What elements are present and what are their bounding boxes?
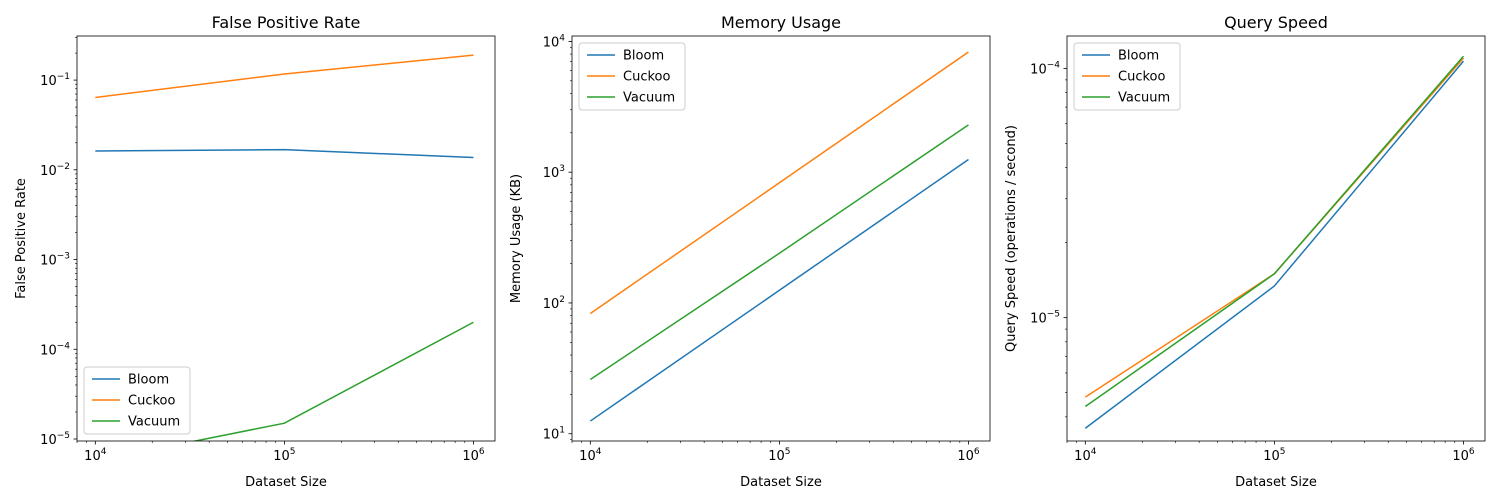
series-line-cuckoo — [95, 54, 474, 99]
series-line-vacuum — [191, 321, 474, 441]
plot-frame — [76, 35, 496, 442]
legend: Bloom Cuckoo Vacuum — [1073, 42, 1181, 111]
legend-label-cuckoo: Cuckoo — [623, 70, 670, 85]
chart-panel-2: 104 105 106 101 102 103 104 Memory Usage Dataset… — [509, 13, 991, 490]
legend-label-vacuum: Vacuum — [128, 415, 180, 430]
legend-box — [578, 42, 686, 111]
chart-panel-1: 104 105 106 10−5 10−4 10−3 10−2 10−1 False Posit… — [14, 13, 496, 490]
legend-box — [1073, 42, 1181, 111]
y-tick-label: 103 — [543, 164, 565, 181]
legend-box — [83, 366, 191, 435]
x-tick-label: 106 — [1452, 447, 1475, 464]
y-axis-label: Query Speed (operations / second) — [1004, 125, 1019, 352]
y-tick-label: 10−5 — [40, 431, 70, 448]
series-line-vacuum — [1084, 55, 1465, 408]
series-line-bloom — [1084, 60, 1465, 429]
y-tick-label: 101 — [543, 426, 565, 443]
y-tick-label: 102 — [543, 295, 565, 312]
chart-panel-3: 104 105 106 10−5 10−4 Query Speed Dataset Size… — [1004, 13, 1486, 490]
series-line-bloom — [589, 158, 969, 422]
legend-label-cuckoo: Cuckoo — [128, 394, 175, 409]
y-tick-label: 10−5 — [1030, 310, 1060, 327]
chart-title: False Positive Rate — [212, 13, 361, 32]
y-tick-label: 10−3 — [40, 252, 70, 269]
y-axis-label: False Positive Rate — [14, 178, 29, 299]
x-axis-label: Dataset Size — [1235, 475, 1317, 490]
x-tick-label: 104 — [1074, 447, 1097, 464]
y-tick-label: 10−4 — [1030, 60, 1060, 77]
x-tick-label: 105 — [273, 447, 295, 464]
x-tick-label: 104 — [84, 447, 107, 464]
x-tick-label: 106 — [957, 447, 980, 464]
x-tick-label: 106 — [462, 447, 485, 464]
chart-title: Memory Usage — [721, 13, 841, 32]
y-tick-label: 10−4 — [40, 341, 70, 358]
legend-label-bloom: Bloom — [128, 373, 169, 388]
x-axis-label: Dataset Size — [740, 475, 822, 490]
x-tick-label: 104 — [579, 447, 602, 464]
legend-label-bloom: Bloom — [1118, 49, 1159, 64]
y-tick-label: 104 — [543, 33, 566, 50]
chart-title: Query Speed — [1224, 13, 1328, 32]
plot-frame — [571, 35, 991, 442]
legend-label-bloom: Bloom — [623, 49, 664, 64]
legend: Bloom Cuckoo Vacuum — [578, 42, 686, 111]
x-axis-label: Dataset Size — [245, 475, 327, 490]
y-axis-label: Memory Usage (KB) — [509, 174, 524, 303]
plot-frame — [1066, 35, 1486, 442]
series-line-bloom — [95, 148, 474, 159]
y-tick-label: 10−1 — [40, 72, 70, 89]
legend-label-vacuum: Vacuum — [623, 91, 675, 106]
series-line-cuckoo — [589, 51, 969, 315]
x-tick-label: 105 — [1263, 447, 1285, 464]
legend-label-vacuum: Vacuum — [1118, 91, 1170, 106]
x-tick-label: 105 — [768, 447, 790, 464]
series-line-vacuum — [589, 124, 969, 381]
legend: Bloom Cuckoo Vacuum — [83, 366, 191, 435]
y-tick-label: 10−2 — [40, 162, 70, 179]
legend-label-cuckoo: Cuckoo — [1118, 70, 1165, 85]
